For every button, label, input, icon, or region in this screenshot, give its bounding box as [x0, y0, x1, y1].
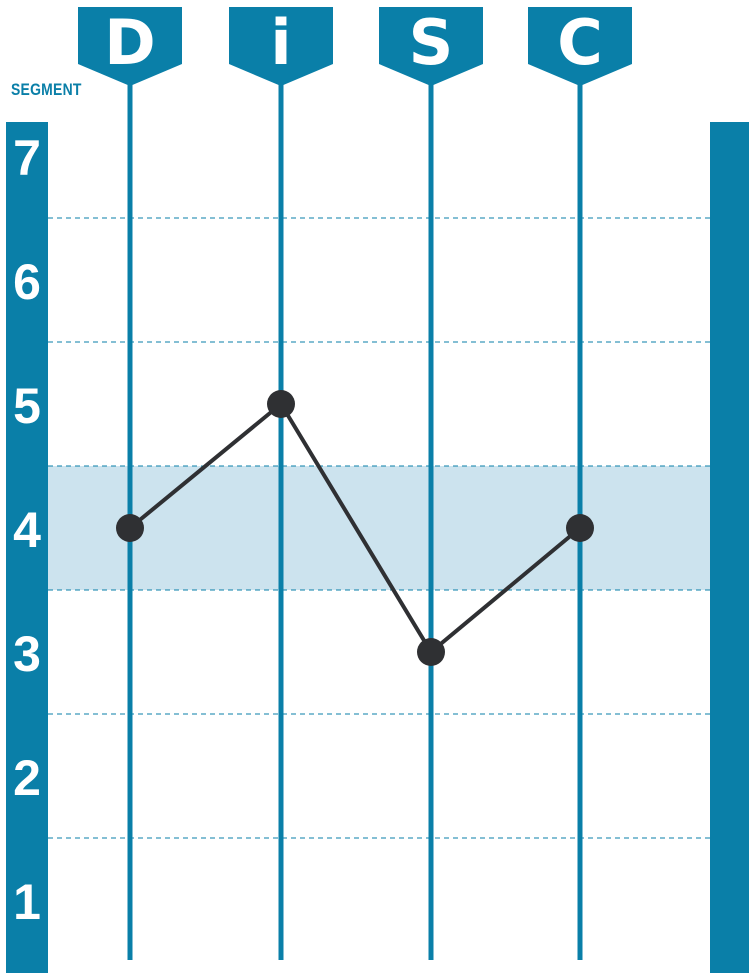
segment-tick-label: 3 — [13, 626, 41, 682]
gridline-layer — [48, 217, 710, 839]
segment-tick-label: 4 — [13, 502, 41, 558]
category-label: D — [104, 6, 155, 79]
category-line — [577, 60, 583, 960]
segment-axis-title: SEGMENT — [11, 80, 82, 99]
category-line-layer — [127, 60, 583, 960]
data-point — [566, 514, 594, 542]
category-line — [428, 60, 434, 960]
category-label: S — [409, 6, 454, 79]
series-layer — [116, 390, 594, 666]
category-line — [278, 60, 284, 960]
highlight-band-layer — [48, 466, 710, 590]
highlight-band — [48, 466, 710, 590]
category-badge — [528, 7, 632, 86]
segment-axis-bar — [6, 122, 48, 973]
category-badge — [379, 7, 483, 86]
category-label: C — [557, 6, 603, 79]
segment-tick-label: 7 — [13, 130, 41, 186]
segment-tick-label: 6 — [13, 254, 41, 310]
data-point — [267, 390, 295, 418]
segment-tick-label: 1 — [13, 874, 41, 930]
category-label: i — [270, 6, 291, 79]
series-line — [128, 402, 582, 654]
data-point — [116, 514, 144, 542]
right-frame-bar — [710, 122, 749, 973]
category-badge — [229, 7, 333, 86]
data-point — [417, 638, 445, 666]
segment-tick-label: 5 — [13, 378, 41, 434]
segment-axis-layer: 1 2 3 4 5 6 7 — [6, 122, 749, 973]
segment-tick-label: 2 — [13, 750, 41, 806]
category-badge — [78, 7, 182, 86]
category-line — [127, 60, 133, 960]
